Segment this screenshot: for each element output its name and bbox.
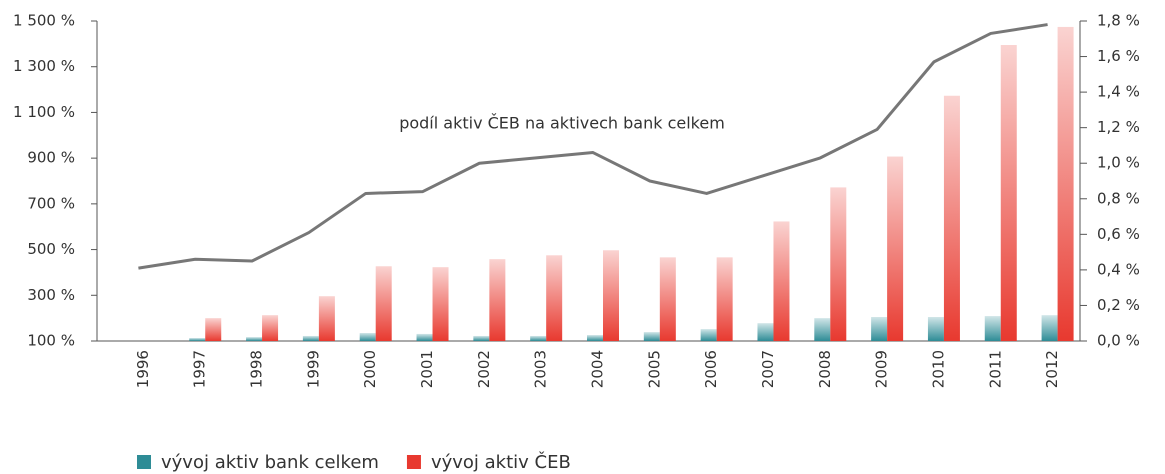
x-tick-label: 2012 xyxy=(1043,350,1061,388)
bar xyxy=(984,316,1001,341)
y2-tick-label: 1,4 % xyxy=(1097,83,1140,101)
bar xyxy=(1057,26,1074,341)
y2-tick-label: 0,2 % xyxy=(1097,296,1140,314)
bar xyxy=(1000,45,1017,341)
y-tick-label: 300 % xyxy=(27,286,75,304)
y2-tick-label: 1,2 % xyxy=(1097,118,1140,136)
bar xyxy=(757,323,774,341)
bar xyxy=(318,296,335,341)
legend-swatch xyxy=(137,455,151,469)
bar xyxy=(1041,315,1058,341)
y-tick-label: 1 100 % xyxy=(13,103,75,121)
x-tick-label: 2000 xyxy=(361,350,379,388)
bar xyxy=(189,338,206,341)
y-tick-label: 500 % xyxy=(27,240,75,258)
bar xyxy=(489,259,506,341)
bar xyxy=(416,333,433,341)
bar xyxy=(773,221,790,341)
bar xyxy=(603,250,619,341)
bar xyxy=(659,257,676,341)
bar xyxy=(871,317,888,341)
bar xyxy=(246,337,263,341)
y-tick-label: 1 500 % xyxy=(13,12,75,30)
bar xyxy=(530,335,547,341)
x-tick-label: 2009 xyxy=(873,350,891,388)
x-tick-label: 2004 xyxy=(589,350,607,388)
bar xyxy=(432,267,449,341)
y2-tick-label: 1,6 % xyxy=(1097,47,1140,65)
y-tick-label: 900 % xyxy=(27,149,75,167)
bar xyxy=(643,332,660,341)
bar xyxy=(375,266,392,341)
bar xyxy=(262,315,279,341)
y2-tick-label: 0,6 % xyxy=(1097,225,1140,243)
bar xyxy=(587,335,603,341)
bar xyxy=(943,95,960,341)
x-tick-label: 2006 xyxy=(702,350,720,388)
x-tick-label: 1999 xyxy=(304,350,322,388)
y2-tick-label: 0,0 % xyxy=(1097,332,1140,350)
legend-swatch xyxy=(406,455,421,469)
x-tick-label: 2008 xyxy=(816,350,834,388)
bar xyxy=(359,333,376,341)
x-tick-label: 2002 xyxy=(475,350,493,388)
bar xyxy=(716,257,733,341)
y-tick-label: 100 % xyxy=(27,332,75,350)
bar xyxy=(546,255,563,341)
x-tick-label: 1996 xyxy=(134,350,152,388)
x-tick-label: 1998 xyxy=(248,350,266,388)
legend-label: vývoj aktiv ČEB xyxy=(431,451,571,473)
y2-tick-label: 1,8 % xyxy=(1097,12,1140,30)
y2-tick-label: 0,8 % xyxy=(1097,189,1140,207)
bar xyxy=(830,187,847,341)
x-tick-label: 2010 xyxy=(929,350,947,388)
x-tick-label: 2011 xyxy=(986,350,1004,388)
line xyxy=(138,23,1048,270)
y-tick-label: 700 % xyxy=(27,194,75,212)
bar xyxy=(887,156,904,341)
bar xyxy=(205,318,222,341)
bar xyxy=(927,317,944,341)
y2-tick-label: 1,0 % xyxy=(1097,154,1140,172)
x-tick-label: 2005 xyxy=(645,350,663,388)
y2-tick-label: 0,4 % xyxy=(1097,260,1140,278)
bar xyxy=(700,329,717,341)
legend-label: vývoj aktiv bank celkem xyxy=(161,452,379,473)
bar xyxy=(473,335,490,341)
bar xyxy=(302,335,319,341)
x-tick-label: 1997 xyxy=(191,350,209,388)
x-tick-label: 2001 xyxy=(418,350,436,388)
annotation: podíl aktiv ČEB na aktivech bank celkem xyxy=(399,114,725,133)
x-tick-label: 2007 xyxy=(759,350,777,388)
bar xyxy=(814,318,831,341)
y-tick-label: 1 300 % xyxy=(13,57,75,75)
x-tick-label: 2003 xyxy=(532,350,550,388)
